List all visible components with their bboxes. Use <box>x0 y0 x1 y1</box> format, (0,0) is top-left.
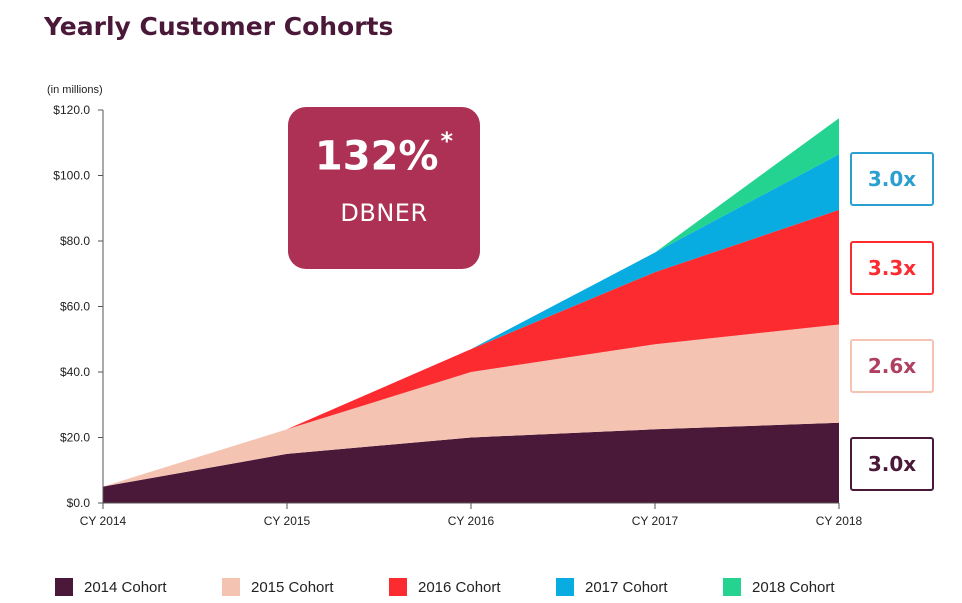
legend-swatch <box>55 578 73 596</box>
dbner-label: DBNER <box>340 199 428 227</box>
y-tick-label: $20.0 <box>60 431 90 445</box>
x-tick-label: CY 2015 <box>264 514 311 528</box>
x-tick-label: CY 2016 <box>448 514 495 528</box>
legend-label: 2017 Cohort <box>585 578 668 596</box>
y-tick-label: $60.0 <box>60 300 90 314</box>
legend-item-2015: 2015 Cohort <box>222 578 389 596</box>
y-tick-label: $120.0 <box>53 103 90 117</box>
multiplier-2017-cohort: 3.0x <box>850 152 934 206</box>
legend: 2014 Cohort 2015 Cohort 2016 Cohort 2017… <box>55 576 955 598</box>
legend-swatch <box>723 578 741 596</box>
legend-label: 2016 Cohort <box>418 578 501 596</box>
x-tick-label: CY 2014 <box>80 514 127 528</box>
legend-swatch <box>222 578 240 596</box>
axes-group: $0.0 $20.0 $40.0 $60.0 $80.0 $100.0 $120.0 CY 2… <box>53 103 862 528</box>
legend-item-2014: 2014 Cohort <box>55 578 222 596</box>
area-series-group <box>103 118 839 503</box>
area-2014-cohort <box>103 422 839 503</box>
x-tick-label: CY 2017 <box>632 514 679 528</box>
units-note: (in millions) <box>47 84 103 96</box>
multiplier-2016-cohort: 3.3x <box>850 241 934 295</box>
area-2016-cohort <box>287 209 839 430</box>
legend-swatch <box>556 578 574 596</box>
legend-label: 2018 Cohort <box>752 578 835 596</box>
dbner-value: 132%* <box>314 127 454 180</box>
y-tick-label: $100.0 <box>53 169 90 183</box>
y-tick-label: $40.0 <box>60 365 90 379</box>
area-2015-cohort <box>103 324 839 487</box>
legend-swatch <box>389 578 407 596</box>
multiplier-2014-cohort: 3.0x <box>850 437 934 491</box>
y-tick-label: $0.0 <box>67 496 91 510</box>
dbner-callout: 132%* DBNER <box>288 107 480 269</box>
legend-item-2017: 2017 Cohort <box>556 578 723 596</box>
y-tick-label: $80.0 <box>60 234 90 248</box>
chart-title: Yearly Customer Cohorts <box>44 12 394 41</box>
dbner-asterisk: * <box>440 127 454 155</box>
legend-label: 2014 Cohort <box>84 578 167 596</box>
legend-item-2016: 2016 Cohort <box>389 578 556 596</box>
multiplier-2015-cohort: 2.6x <box>850 339 934 393</box>
legend-item-2018: 2018 Cohort <box>723 578 890 596</box>
legend-label: 2015 Cohort <box>251 578 334 596</box>
x-tick-label: CY 2018 <box>816 514 863 528</box>
area-2018-cohort <box>655 118 839 253</box>
